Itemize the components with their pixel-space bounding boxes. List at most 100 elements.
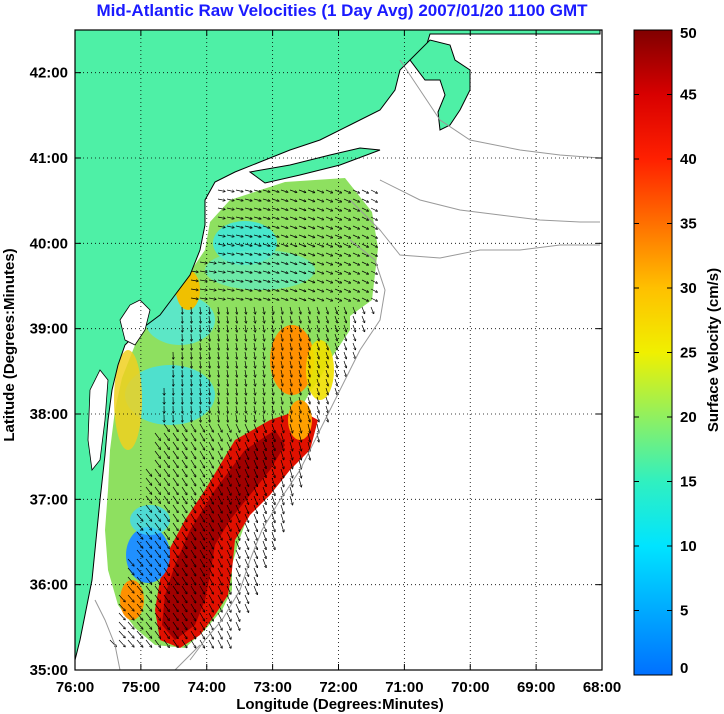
- velocity-arrow: [235, 198, 243, 201]
- velocity-arrow: [199, 504, 205, 513]
- velocity-arrow: [316, 189, 324, 193]
- velocity-arrow: [163, 558, 169, 566]
- velocity-arrow: [190, 594, 196, 603]
- velocity-arrow: [172, 630, 178, 638]
- velocity-arrow: [307, 243, 315, 246]
- velocity-arrow: [190, 540, 196, 549]
- velocity-arrow: [370, 225, 377, 229]
- velocity-arrow: [217, 199, 225, 200]
- velocity-arrow: [307, 369, 310, 377]
- velocity-arrow: [253, 441, 257, 450]
- velocity-arrow: [253, 495, 257, 504]
- velocity-arrow: [118, 630, 125, 638]
- velocity-arrow: [235, 468, 240, 477]
- velocity-arrow: [172, 441, 178, 449]
- velocity-arrow: [325, 288, 332, 292]
- velocity-arrow: [316, 405, 319, 413]
- velocity-arrow: [208, 621, 213, 630]
- velocity-arrow: [208, 262, 216, 263]
- velocity-arrow: [262, 297, 270, 300]
- velocity-arrow: [361, 189, 368, 193]
- x-tick-label: 69:00: [517, 679, 555, 696]
- velocity-arrow: [334, 333, 337, 341]
- velocity-arrow: [200, 360, 201, 368]
- velocity-arrow: [199, 289, 207, 290]
- velocity-arrow: [245, 396, 246, 404]
- velocity-arrow: [316, 306, 319, 314]
- velocity-arrow: [191, 387, 192, 395]
- velocity-arrow: [361, 288, 368, 292]
- velocity-arrow: [316, 396, 319, 404]
- velocity-arrow: [254, 405, 255, 413]
- velocity-arrow: [262, 522, 266, 531]
- velocity-arrow: [191, 342, 192, 350]
- velocity-arrow: [127, 612, 134, 620]
- velocity-arrow: [307, 288, 315, 291]
- velocity-arrow: [118, 639, 125, 647]
- velocity-arrow: [263, 378, 264, 386]
- velocity-arrow: [280, 414, 283, 422]
- velocity-arrow: [334, 270, 341, 274]
- velocity-arrow: [245, 351, 246, 359]
- velocity-arrow: [334, 324, 337, 332]
- velocity-arrow: [289, 333, 292, 341]
- velocity-arrow: [208, 271, 216, 272]
- velocity-arrow: [325, 189, 332, 193]
- velocity-arrow: [208, 567, 213, 576]
- velocity-arrow: [172, 549, 178, 557]
- velocity-arrow: [154, 576, 160, 584]
- velocity-arrow: [217, 208, 225, 209]
- velocity-arrow: [217, 531, 222, 540]
- velocity-arrow: [163, 621, 169, 629]
- velocity-arrow: [352, 288, 359, 292]
- velocity-arrow: [289, 252, 297, 255]
- velocity-arrow: [352, 324, 355, 332]
- velocity-arrow: [352, 333, 355, 341]
- velocity-arrow: [226, 243, 234, 246]
- velocity-arrow: [289, 351, 292, 359]
- velocity-arrow: [298, 396, 301, 404]
- velocity-arrow: [343, 351, 346, 359]
- velocity-arrow: [217, 226, 225, 227]
- velocity-arrow: [263, 414, 264, 422]
- velocity-arrow: [145, 630, 152, 638]
- velocity-arrow: [316, 288, 324, 292]
- velocity-arrow: [199, 468, 205, 477]
- velocity-arrow: [191, 405, 192, 413]
- velocity-arrow: [298, 198, 306, 201]
- velocity-arrow: [145, 612, 152, 620]
- velocity-arrow: [172, 477, 178, 485]
- velocity-arrow: [217, 594, 222, 603]
- velocity-arrow: [218, 315, 219, 323]
- velocity-arrow: [307, 423, 310, 433]
- velocity-arrow: [199, 585, 205, 594]
- velocity-arrow: [370, 270, 377, 274]
- velocity-arrow: [235, 261, 243, 264]
- velocity-arrow: [370, 234, 377, 238]
- velocity-arrow: [325, 207, 332, 211]
- velocity-arrow: [163, 450, 169, 458]
- velocity-arrow: [262, 432, 266, 441]
- velocity-arrow: [217, 567, 222, 576]
- velocity-arrow: [289, 486, 293, 496]
- velocity-arrow: [236, 396, 237, 404]
- bathymetry-contours: [94, 59, 601, 670]
- velocity-arrow: [280, 279, 288, 282]
- velocity-arrow: [217, 190, 225, 191]
- velocity-arrow: [217, 423, 222, 432]
- velocity-arrow: [280, 486, 284, 496]
- velocity-arrow: [217, 253, 225, 254]
- velocity-arrow: [298, 216, 306, 219]
- velocity-arrow: [289, 270, 297, 273]
- velocity-arrow: [289, 315, 292, 323]
- velocity-arrow: [209, 342, 210, 350]
- velocity-arrow: [307, 360, 310, 368]
- velocity-arrow: [235, 585, 240, 594]
- velocity-arrow: [190, 549, 196, 558]
- velocity-arrow: [208, 468, 213, 477]
- colorbar-ticks: 0 5 10 15 20 25 30 35 40 45 50: [634, 25, 697, 677]
- velocity-arrow: [253, 423, 257, 432]
- velocity-arrow: [163, 549, 169, 557]
- velocity-arrow: [245, 378, 246, 386]
- velocity-arrow: [127, 594, 134, 602]
